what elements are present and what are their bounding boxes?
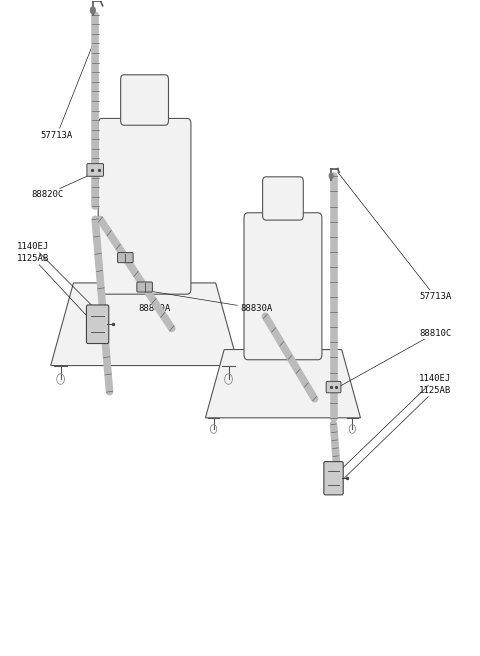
Text: 1125AB: 1125AB xyxy=(17,254,100,331)
Circle shape xyxy=(329,173,333,179)
Polygon shape xyxy=(205,350,360,418)
Text: 1140EJ: 1140EJ xyxy=(343,375,451,468)
FancyBboxPatch shape xyxy=(244,213,322,359)
Text: 88810C: 88810C xyxy=(341,329,451,386)
Text: 88820C: 88820C xyxy=(31,171,98,199)
FancyBboxPatch shape xyxy=(86,305,109,344)
FancyBboxPatch shape xyxy=(326,381,341,393)
Text: 88830A: 88830A xyxy=(146,291,272,313)
FancyBboxPatch shape xyxy=(118,253,133,262)
FancyBboxPatch shape xyxy=(324,462,343,495)
FancyBboxPatch shape xyxy=(87,163,104,176)
FancyBboxPatch shape xyxy=(137,282,153,292)
Polygon shape xyxy=(51,283,239,365)
Text: 88840A: 88840A xyxy=(125,251,171,313)
FancyBboxPatch shape xyxy=(98,119,191,294)
Circle shape xyxy=(90,7,96,14)
Text: 57713A: 57713A xyxy=(41,35,96,140)
Text: 1140EJ: 1140EJ xyxy=(17,242,100,314)
Text: 1125AB: 1125AB xyxy=(343,386,451,480)
FancyBboxPatch shape xyxy=(263,177,303,220)
Text: 57713A: 57713A xyxy=(337,172,451,301)
FancyBboxPatch shape xyxy=(120,75,168,125)
